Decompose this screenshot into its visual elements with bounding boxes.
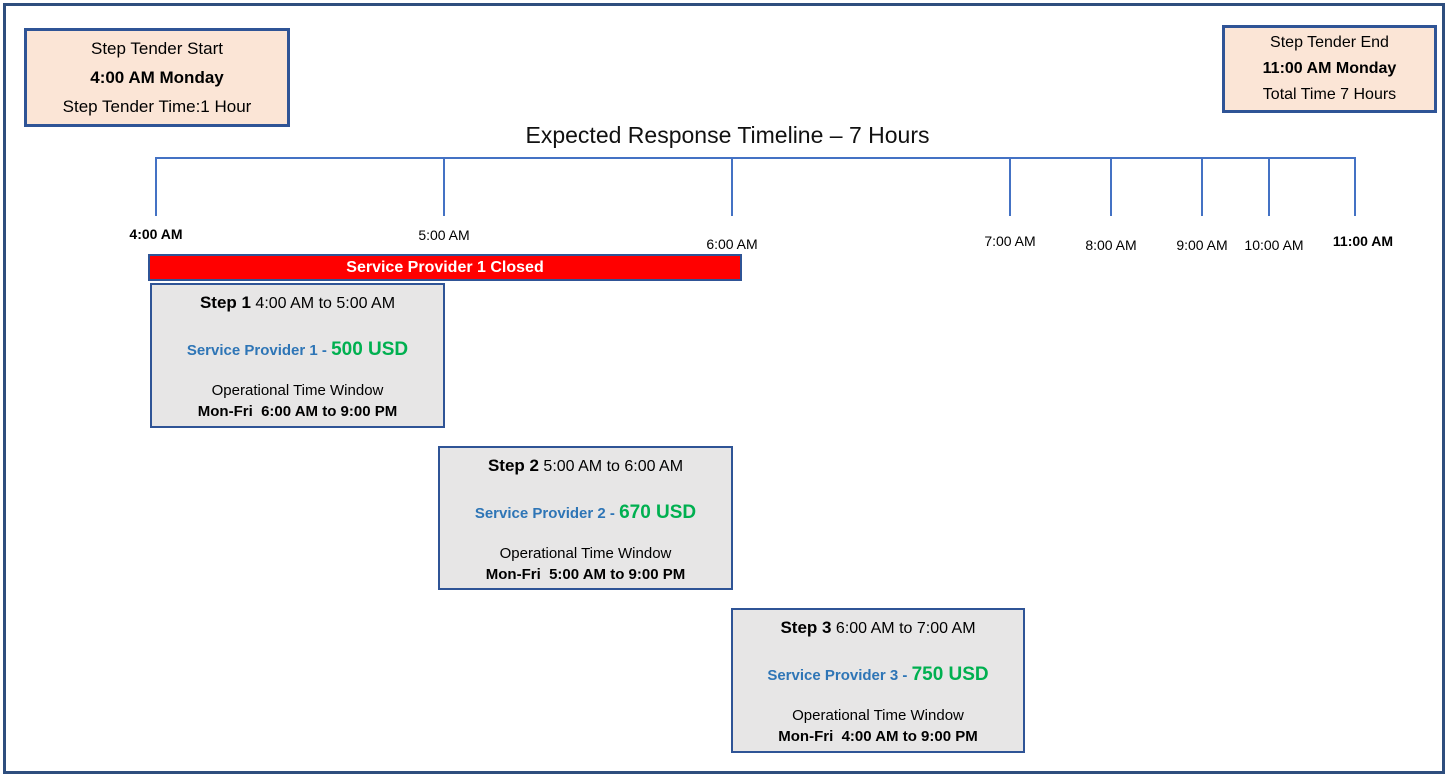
operational-window-hours: Mon-Fri 6:00 AM to 9:00 PM <box>197 403 398 420</box>
tender-end-box: Step Tender End 11:00 AM Monday Total Ti… <box>1222 25 1437 113</box>
tender-start-duration: Step Tender Time:1 Hour <box>62 97 252 116</box>
step-time-range: 4:00 AM to 5:00 AM <box>250 295 396 312</box>
provider-name: Service Provider 1 - <box>186 342 332 359</box>
step-time-range: 6:00 AM to 7:00 AM <box>831 620 976 637</box>
tender-end-title: Step Tender End <box>1270 34 1389 51</box>
tender-start-title: Step Tender Start <box>91 39 223 58</box>
step-title-row: Step 3 6:00 AM to 7:00 AM <box>733 618 1023 638</box>
provider-price: 500 USD <box>331 339 409 360</box>
outer-border <box>3 3 1445 774</box>
tick-900am <box>1201 157 1203 216</box>
diagram-title: Expected Response Timeline – 7 Hours <box>525 122 930 148</box>
tick-label-400am: 4:00 AM <box>129 226 183 242</box>
operational-window-title: Operational Time Window <box>211 382 384 399</box>
service-provider-closed-bar: Service Provider 1 Closed <box>148 254 742 281</box>
tick-800am <box>1110 157 1112 216</box>
tick-label-500am: 5:00 AM <box>418 227 470 243</box>
tick-400am <box>155 157 157 216</box>
provider-price-row: Service Provider 3 - 750 USD <box>733 664 1023 686</box>
tender-start-time: 4:00 AM Monday <box>90 68 224 87</box>
timeline-axis <box>156 157 1356 159</box>
tick-label-700am: 7:00 AM <box>984 233 1036 249</box>
tick-label-1100am: 11:00 AM <box>1332 233 1394 249</box>
tick-600am <box>731 157 733 216</box>
tender-end-total: Total Time 7 Hours <box>1262 86 1397 103</box>
step-time-range: 5:00 AM to 6:00 AM <box>538 458 684 475</box>
tick-label-800am: 8:00 AM <box>1085 237 1137 253</box>
step-label: Step 3 <box>780 618 832 637</box>
step-label: Step 1 <box>199 293 251 312</box>
tender-start-box: Step Tender Start 4:00 AM Monday Step Te… <box>24 28 290 127</box>
tick-label-900am: 9:00 AM <box>1176 237 1228 253</box>
tick-label-1000am: 10:00 AM <box>1244 237 1304 253</box>
tick-1100am <box>1354 157 1356 216</box>
tick-500am <box>443 157 445 216</box>
provider-price-row: Service Provider 1 - 500 USD <box>152 339 443 361</box>
step-box-3: Step 3 6:00 AM to 7:00 AM Service Provide… <box>731 608 1025 753</box>
step-box-2: Step 2 5:00 AM to 6:00 AM Service Provide… <box>438 446 733 590</box>
step-label: Step 2 <box>487 456 539 475</box>
provider-price-row: Service Provider 2 - 670 USD <box>440 502 731 524</box>
step-title-row: Step 1 4:00 AM to 5:00 AM <box>152 293 443 313</box>
provider-price: 670 USD <box>619 502 697 523</box>
step-title-row: Step 2 5:00 AM to 6:00 AM <box>440 456 731 476</box>
operational-window-title: Operational Time Window <box>499 545 672 562</box>
provider-price: 750 USD <box>911 664 989 685</box>
provider-name: Service Provider 3 - <box>767 667 912 684</box>
tick-700am <box>1009 157 1011 216</box>
step-box-1: Step 1 4:00 AM to 5:00 AM Service Provide… <box>150 283 445 428</box>
tick-label-600am: 6:00 AM <box>706 236 758 252</box>
operational-window-title: Operational Time Window <box>792 707 964 724</box>
provider-name: Service Provider 2 - <box>474 505 620 522</box>
tender-end-time: 11:00 AM Monday <box>1262 60 1397 77</box>
operational-window-hours: Mon-Fri 4:00 AM to 9:00 PM <box>778 728 978 745</box>
operational-window-hours: Mon-Fri 5:00 AM to 9:00 PM <box>485 566 686 583</box>
tick-1000am <box>1268 157 1270 216</box>
closed-bar-label: Service Provider 1 Closed <box>346 258 544 276</box>
